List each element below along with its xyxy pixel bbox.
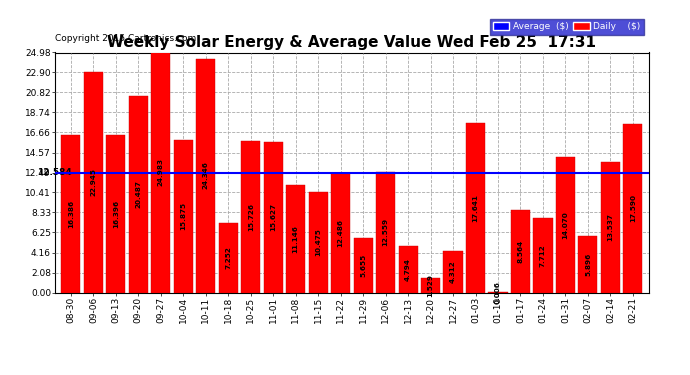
Text: 5.655: 5.655 [360, 254, 366, 277]
Text: 15.627: 15.627 [270, 203, 276, 231]
Legend: Average  ($), Daily    ($): Average ($), Daily ($) [490, 19, 644, 35]
Bar [286, 185, 305, 292]
Text: 17.590: 17.590 [630, 194, 636, 222]
Bar [376, 172, 395, 292]
Text: 7.252: 7.252 [225, 246, 231, 269]
Bar [556, 158, 575, 292]
Bar [151, 53, 170, 292]
Bar [308, 192, 328, 292]
Bar [84, 72, 103, 292]
Text: 11.146: 11.146 [293, 225, 299, 253]
Bar [196, 58, 215, 292]
Text: 12.559: 12.559 [383, 218, 388, 246]
Bar [353, 238, 373, 292]
Text: 22.945: 22.945 [90, 168, 97, 196]
Bar [264, 142, 283, 292]
Text: 14.070: 14.070 [562, 211, 569, 239]
Text: 4.794: 4.794 [405, 258, 411, 281]
Text: 1.529: 1.529 [428, 274, 433, 297]
Text: 16.396: 16.396 [113, 200, 119, 228]
Text: 7.712: 7.712 [540, 244, 546, 267]
Title: Weekly Solar Energy & Average Value Wed Feb 25  17:31: Weekly Solar Energy & Average Value Wed … [108, 35, 596, 50]
Bar [129, 96, 148, 292]
Bar [421, 278, 440, 292]
Text: 8.564: 8.564 [518, 240, 524, 263]
Text: 15.726: 15.726 [248, 203, 254, 231]
Bar [466, 123, 485, 292]
Bar [61, 135, 81, 292]
Text: 16.386: 16.386 [68, 200, 74, 228]
Text: 5.896: 5.896 [585, 252, 591, 276]
Text: 0.006: 0.006 [495, 281, 501, 304]
Bar [511, 210, 530, 292]
Text: 12.584: 12.584 [37, 168, 72, 177]
Text: 15.875: 15.875 [180, 202, 186, 230]
Text: 4.312: 4.312 [450, 260, 456, 283]
Bar [601, 162, 620, 292]
Bar [578, 236, 598, 292]
Bar [241, 141, 260, 292]
Bar [331, 172, 351, 292]
Bar [444, 251, 462, 292]
Text: 13.537: 13.537 [607, 213, 613, 242]
Text: 24.983: 24.983 [158, 159, 164, 186]
Text: 17.641: 17.641 [473, 194, 479, 222]
Text: 10.475: 10.475 [315, 228, 321, 256]
Bar [533, 218, 553, 292]
Text: 20.487: 20.487 [135, 180, 141, 208]
Bar [174, 140, 193, 292]
Text: 12.486: 12.486 [337, 219, 344, 246]
Bar [219, 223, 238, 292]
Bar [399, 246, 417, 292]
Text: Copyright 2015 Cartronics.com: Copyright 2015 Cartronics.com [55, 34, 197, 43]
Text: 24.346: 24.346 [203, 162, 209, 189]
Bar [623, 123, 642, 292]
Bar [106, 135, 126, 292]
